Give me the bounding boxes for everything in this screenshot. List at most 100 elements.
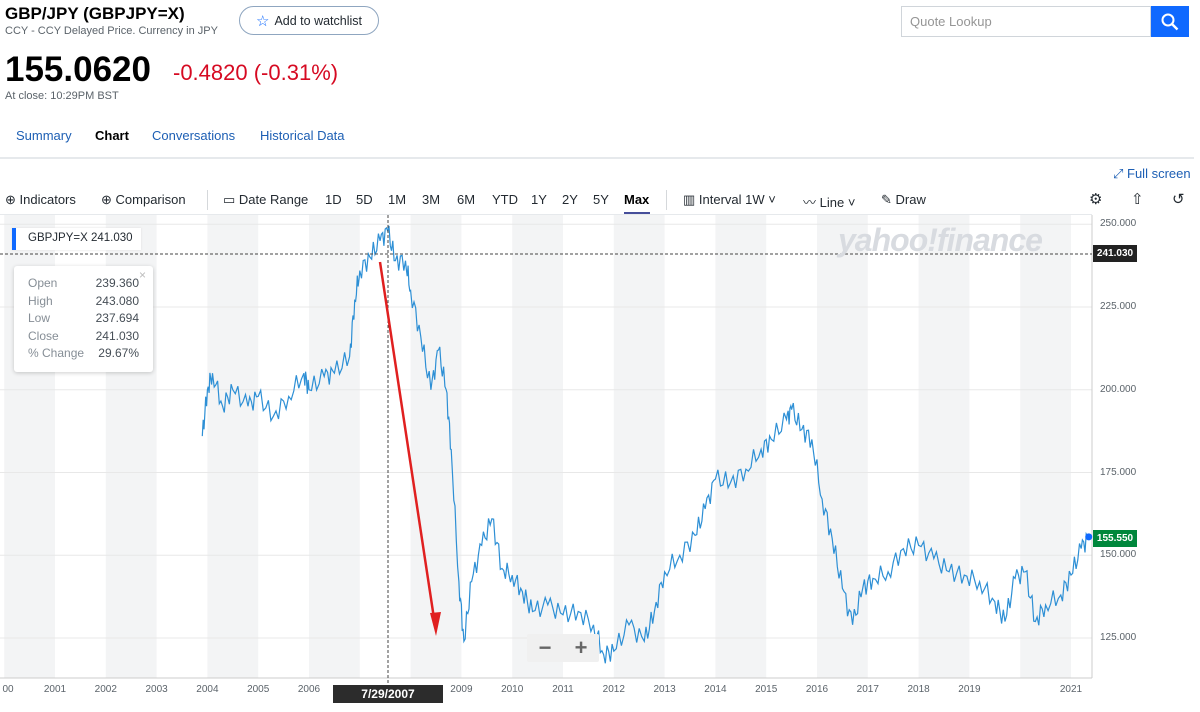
year-band xyxy=(918,215,970,678)
indicators-label: Indicators xyxy=(19,192,76,207)
current-price: 155.0620 xyxy=(5,50,151,89)
year-band xyxy=(613,215,665,678)
range-max[interactable]: Max xyxy=(624,192,650,207)
x-tick-label: 2009 xyxy=(450,684,473,695)
tooltip-key: Low xyxy=(28,311,51,325)
crosshair-date-tag: 7/29/2007 xyxy=(333,685,443,703)
x-tick-label: 2017 xyxy=(856,684,879,695)
year-band xyxy=(715,215,767,678)
zoom-in-button[interactable]: + xyxy=(574,635,588,660)
x-tick-label: 2021 xyxy=(1059,684,1083,695)
chart-top-border xyxy=(0,214,1092,215)
page-title: GBP/JPY (GBPJPY=X) xyxy=(5,4,185,23)
tooltip-key: High xyxy=(28,293,53,308)
tooltip-key: Open xyxy=(28,276,58,290)
full-screen-label: Full screen xyxy=(1127,166,1191,181)
comparison-button[interactable]: ⊕ Comparison xyxy=(101,192,186,208)
full-screen-button[interactable]: ⤢ Full screen xyxy=(1113,166,1191,182)
x-tick-label: 2013 xyxy=(653,684,676,695)
draw-button[interactable]: ✎ Draw xyxy=(881,192,926,208)
x-tick-label: 2003 xyxy=(145,684,168,695)
x-tick-label: 2018 xyxy=(907,684,930,695)
tab-conversations[interactable]: Conversations xyxy=(152,128,236,143)
tooltip-row-low: Low 237.694 xyxy=(28,311,139,329)
star-icon: ☆ xyxy=(256,12,270,30)
date-range-label: Date Range xyxy=(238,192,309,207)
tab-summary[interactable]: Summary xyxy=(16,128,72,143)
range-1m[interactable]: 1M xyxy=(388,192,407,207)
y-tick-label: 150.000 xyxy=(1100,549,1137,561)
price-change: -0.4820 (-0.31%) xyxy=(173,60,339,85)
interval-value: 1W xyxy=(745,192,765,207)
last-price-dot xyxy=(1085,533,1093,541)
legend-value: 241.030 xyxy=(90,232,133,244)
settings-icon[interactable]: ⚙ xyxy=(1089,191,1103,208)
yahoo-finance-watermark: yahoo!finance xyxy=(838,222,1043,258)
tooltip-key: % Change xyxy=(28,346,85,360)
range-6m[interactable]: 6M xyxy=(457,192,476,207)
x-tick-label: 2002 xyxy=(94,684,117,695)
range-1y[interactable]: 1Y xyxy=(531,192,547,207)
date-range-button[interactable]: ▭ Date Range xyxy=(223,192,308,208)
annotation-arrowhead xyxy=(430,612,441,636)
tooltip-value: 239.360 xyxy=(95,276,139,290)
tab-divider xyxy=(0,157,1194,159)
ruler-icon: ▥ xyxy=(683,192,699,207)
range-1d[interactable]: 1D xyxy=(325,192,342,207)
price-chart[interactable] xyxy=(0,215,1200,712)
interval-dropdown[interactable]: ▥ Interval 1W ˅ xyxy=(683,192,776,208)
range-2y[interactable]: 2Y xyxy=(562,192,578,207)
x-tick-label: 2011 xyxy=(552,684,574,695)
x-tick-label: 2005 xyxy=(247,684,270,695)
line-chart-icon: 〰 xyxy=(803,195,820,210)
add-to-watchlist-button[interactable]: ☆ Add to watchlist xyxy=(239,6,379,35)
annotation-arrow xyxy=(378,261,437,626)
last-price-tag: 155.550 xyxy=(1093,530,1137,547)
tab-chart[interactable]: Chart xyxy=(95,128,129,143)
reset-icon[interactable]: ↺ xyxy=(1172,191,1185,208)
range-ytd[interactable]: YTD xyxy=(492,192,518,207)
range-5d[interactable]: 5D xyxy=(356,192,373,207)
price-line xyxy=(201,225,1090,664)
subtitle: CCY - CCY Delayed Price. Currency in JPY xyxy=(5,25,218,37)
series-legend[interactable]: GBPJPY=X 241.030 xyxy=(12,228,141,250)
plus-circle-icon: ⊕ xyxy=(101,192,116,207)
quote-lookup-input[interactable]: Quote Lookup xyxy=(901,6,1151,37)
year-band xyxy=(410,215,462,678)
chevron-down-icon: ˅ xyxy=(764,192,776,207)
tooltip-row-close: Close 241.030 xyxy=(28,329,139,347)
year-band xyxy=(817,215,868,678)
legend-symbol: GBPJPY=X xyxy=(28,232,88,244)
watchlist-label: Add to watchlist xyxy=(274,13,362,28)
search-button[interactable] xyxy=(1151,6,1189,37)
close-tooltip-icon[interactable]: × xyxy=(139,268,147,282)
expand-icon: ⤢ xyxy=(1113,166,1128,181)
range-5y[interactable]: 5Y xyxy=(593,192,609,207)
tab-historical-data[interactable]: Historical Data xyxy=(260,128,345,143)
x-tick-label: 2006 xyxy=(297,684,321,695)
plus-circle-icon: ⊕ xyxy=(5,192,20,207)
toolbar-divider xyxy=(666,190,667,210)
y-tick-label: 250.000 xyxy=(1100,218,1137,230)
y-tick-label: 225.000 xyxy=(1100,301,1137,312)
x-tick-label: 2010 xyxy=(501,684,524,695)
zoom-controls: − + xyxy=(527,634,599,662)
comparison-label: Comparison xyxy=(115,192,186,207)
range-3m[interactable]: 3M xyxy=(422,192,441,207)
chart-type-dropdown[interactable]: 〰 Line ˅ xyxy=(803,192,855,211)
tooltip-value: 29.67% xyxy=(98,346,139,360)
x-tick-label: 2015 xyxy=(755,684,778,695)
pencil-icon: ✎ xyxy=(881,192,896,207)
x-tick-label: 2012 xyxy=(602,684,625,695)
y-tick-label: 175.000 xyxy=(1100,466,1137,478)
tooltip-row-change: % Change 29.67% xyxy=(28,346,139,364)
tooltip-key: Close xyxy=(28,328,59,343)
tooltip-value: 241.030 xyxy=(95,328,139,343)
tooltip-value: 237.694 xyxy=(95,311,139,325)
tooltip-row-open: Open 239.360 xyxy=(28,276,139,294)
close-time: At close: 10:29PM BST xyxy=(5,90,119,102)
zoom-out-button[interactable]: − xyxy=(538,635,552,660)
share-icon[interactable]: ⇧ xyxy=(1131,191,1144,208)
year-band xyxy=(207,215,259,678)
indicators-button[interactable]: ⊕ Indicators xyxy=(5,192,76,208)
